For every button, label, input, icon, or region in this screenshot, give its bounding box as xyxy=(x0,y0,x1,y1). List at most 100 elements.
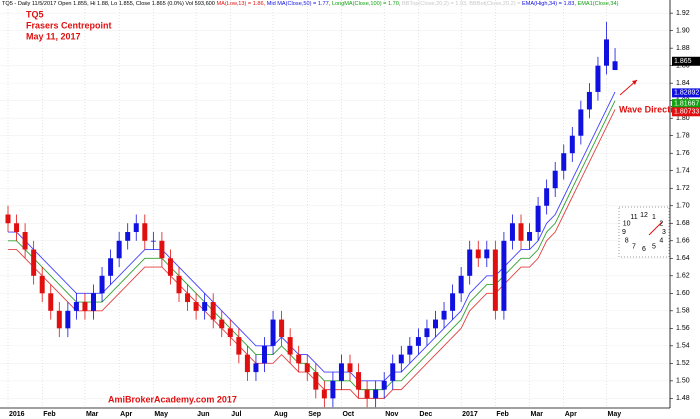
clock-number: 11 xyxy=(630,214,637,221)
candle-body xyxy=(527,232,533,241)
clock-box xyxy=(618,206,670,258)
candle-body xyxy=(509,223,515,241)
company-name: Frasers Centrepoint xyxy=(26,20,112,30)
price-tag xyxy=(672,56,700,66)
clock-number: 3 xyxy=(662,229,666,236)
candle-body xyxy=(167,258,173,276)
candle-body xyxy=(116,240,122,259)
candle-body xyxy=(142,223,148,241)
y-tick-label: 1.54 xyxy=(676,343,690,350)
y-tick-label: 1.48 xyxy=(676,395,690,402)
candle-body xyxy=(561,153,567,171)
y-tick-label: 1.60 xyxy=(676,290,690,297)
candle-body xyxy=(202,302,208,311)
clock-number: 1 xyxy=(652,214,656,221)
header-segment: EMA(High,34) = 1.83, xyxy=(522,1,578,7)
clock-number: 4 xyxy=(659,237,663,244)
candle-body xyxy=(125,232,131,241)
x-tick-label: Oct xyxy=(342,411,354,418)
y-tick-label: 1.74 xyxy=(676,168,690,175)
candle-body xyxy=(544,188,550,206)
y-tick-label: 1.86 xyxy=(676,63,690,70)
candle-body xyxy=(501,240,507,311)
clock-number: 12 xyxy=(640,212,648,219)
candle-body xyxy=(279,319,285,338)
candle-body xyxy=(450,293,456,311)
x-tick-label: Aug xyxy=(274,411,288,418)
candle-body xyxy=(569,135,575,154)
candle-body xyxy=(219,319,225,329)
price-tag xyxy=(672,88,700,98)
x-tick-label: Nov xyxy=(385,411,398,418)
x-tick-label: Jul xyxy=(231,411,241,418)
x-tick-label: Dec xyxy=(419,411,432,418)
candle-body xyxy=(458,275,464,294)
header-segment: BBBot(Close,20,2) = xyxy=(469,1,522,7)
candle-body xyxy=(604,39,609,66)
candle-body xyxy=(338,363,344,381)
y-tick-label: 1.90 xyxy=(676,27,690,34)
source: AmiBrokerAcademy.com 2017 xyxy=(108,394,237,404)
y-tick-label: 1.88 xyxy=(676,45,690,52)
candle-body xyxy=(407,345,413,355)
y-tick-label: 1.50 xyxy=(676,378,690,385)
x-tick-label: Jun xyxy=(197,411,209,418)
candle-body xyxy=(492,249,498,311)
x-tick-label: Sep xyxy=(308,411,321,418)
candle-body xyxy=(5,214,11,224)
y-tick-label: 1.66 xyxy=(676,238,690,245)
header-segment: EMA1(Close,34) xyxy=(577,1,618,7)
header-segment: Mid MA(Close,50) = 1.77, xyxy=(267,1,332,7)
candle-body xyxy=(193,302,199,311)
clock-number: 2 xyxy=(659,220,663,227)
candle-body xyxy=(347,363,353,373)
symbol: TQ5 xyxy=(26,9,44,19)
y-tick-label: 1.78 xyxy=(676,133,690,140)
candle-body xyxy=(518,223,524,241)
candle-body xyxy=(56,310,62,329)
y-tick-label: 1.68 xyxy=(676,220,690,227)
x-tick-label: May xyxy=(154,411,168,418)
candle-body xyxy=(364,389,370,399)
indicator-line xyxy=(8,100,616,391)
candle-body xyxy=(467,249,473,276)
candle-body xyxy=(424,328,430,338)
candle-body xyxy=(330,380,336,399)
header-segment: TQ5 - Daily 11/5/2017 Open 1.855, Hi 1.8… xyxy=(2,1,216,7)
x-tick-label: Apr xyxy=(120,411,132,418)
y-tick-label: 1.62 xyxy=(676,273,690,280)
clock-number: 10 xyxy=(623,220,631,227)
x-tick-label: 2016 xyxy=(9,411,25,418)
candle-body xyxy=(236,337,242,355)
y-tick-label: 1.72 xyxy=(676,185,690,192)
candle-body xyxy=(185,293,191,303)
candle-body xyxy=(150,240,156,242)
x-tick-label: Feb xyxy=(496,411,508,418)
candle-body xyxy=(270,319,276,346)
y-tick-label: 1.64 xyxy=(676,255,690,262)
candle-body xyxy=(39,275,45,294)
price-tag-label: 1.80733 xyxy=(674,109,699,116)
candle-body xyxy=(398,354,404,364)
candle-body xyxy=(108,258,114,276)
candle-body xyxy=(65,310,71,329)
candle-body xyxy=(227,328,233,338)
candle-body xyxy=(159,240,165,259)
y-tick-label: 1.76 xyxy=(676,150,690,157)
candles xyxy=(5,21,618,408)
clock-number: 6 xyxy=(642,246,646,253)
y-tick-label: 1.84 xyxy=(676,80,690,87)
chart-date: May 11, 2017 xyxy=(26,31,81,41)
header-segment: MA(Low,13) = 1.86, xyxy=(216,1,266,7)
candle-body xyxy=(82,302,88,311)
y-tick-label: 1.52 xyxy=(676,360,690,367)
candle-body xyxy=(22,232,28,250)
candle-body xyxy=(287,337,293,355)
candle-body xyxy=(552,170,558,189)
candle-body xyxy=(99,275,105,294)
x-tick-label: Apr xyxy=(565,411,577,418)
price-tag xyxy=(672,107,700,117)
candle-body xyxy=(381,380,387,390)
y-tick-label: 1.92 xyxy=(676,10,690,17)
candle-body xyxy=(133,223,139,233)
